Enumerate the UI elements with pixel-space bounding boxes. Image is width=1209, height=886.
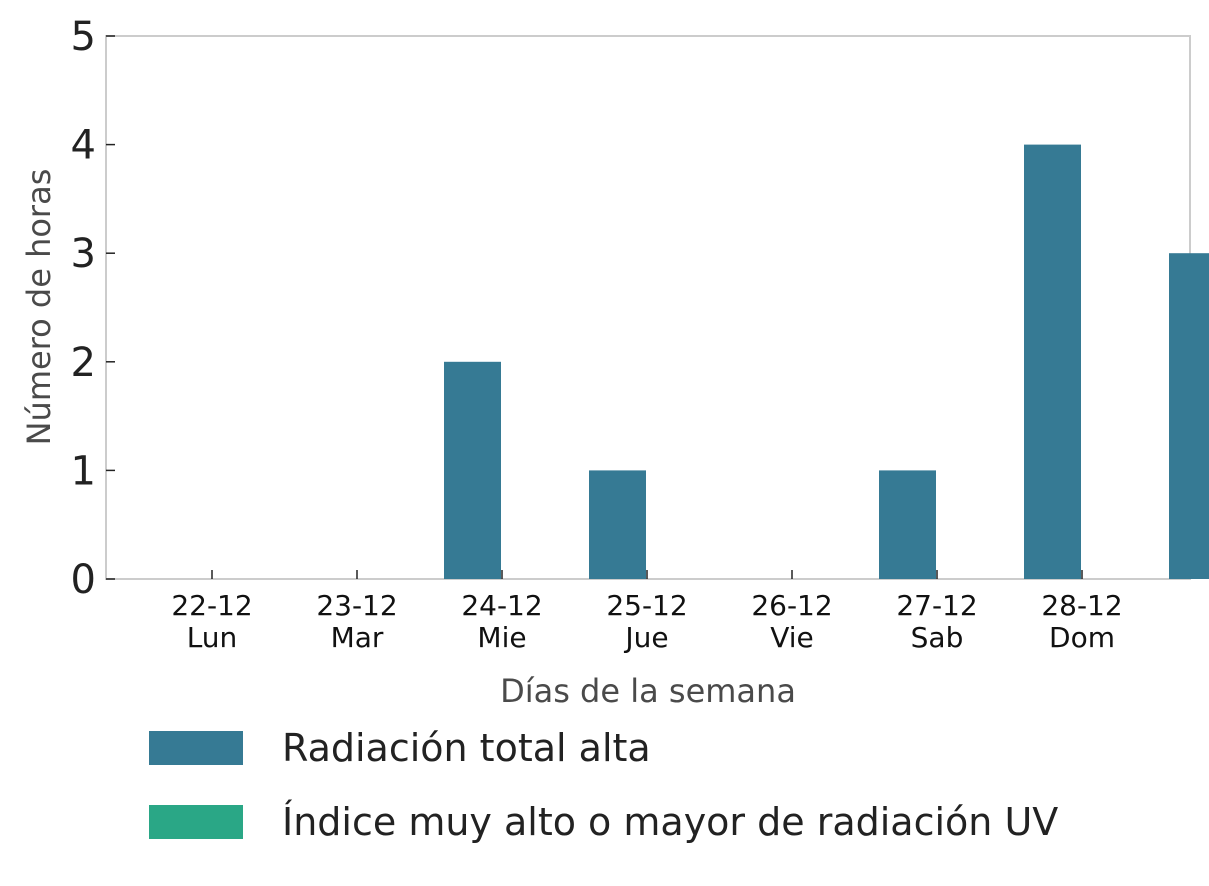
x-tick-label: 25-12 Jue [606, 589, 687, 654]
x-tick-label-day: Vie [770, 621, 814, 654]
x-tick-label-date: 22-12 [171, 589, 252, 622]
bar-series-0-6 [1169, 253, 1209, 579]
bar-series-0-4 [879, 470, 936, 579]
bar-series-0-5 [1024, 144, 1081, 579]
x-tick-label-day: Mar [331, 621, 384, 654]
x-tick-label-date: 27-12 [896, 589, 977, 622]
y-tick-label: 5 [71, 14, 96, 60]
x-tick-label-date: 28-12 [1041, 589, 1122, 622]
x-tick-label-day: Mie [477, 621, 526, 654]
y-tick-label: 3 [71, 231, 96, 277]
y-axis-title: Número de horas [20, 169, 58, 446]
x-tick-label-date: 24-12 [461, 589, 542, 622]
legend-swatch [149, 731, 243, 765]
bars [444, 144, 1209, 579]
x-tick-label-day: Lun [187, 621, 238, 654]
x-tick-label-date: 23-12 [316, 589, 397, 622]
x-tick-label: 27-12 Sab [896, 589, 977, 654]
x-axis-title: Días de la semana [500, 672, 796, 710]
x-tick-label-date: 25-12 [606, 589, 687, 622]
y-tick-label: 4 [71, 123, 96, 169]
x-tick-label: 23-12 Mar [316, 589, 397, 654]
x-tick-label: 22-12 Lun [171, 589, 252, 654]
legend-label: Índice muy alto o mayor de radiación UV [282, 800, 1058, 844]
x-axis: 22-12 Lun 23-12 Mar 24-12 Mie 25-12 Jue 26-12 Vie… [171, 570, 1123, 654]
y-tick-label: 0 [71, 557, 96, 603]
x-tick-label: 26-12 Vie [751, 589, 832, 654]
x-tick-label: 24-12 Mie [461, 589, 542, 654]
x-tick-label-date: 26-12 [751, 589, 832, 622]
x-tick-label-day: Dom [1049, 621, 1115, 654]
x-tick-label: 28-12 Dom [1041, 589, 1122, 654]
legend-swatch [149, 805, 243, 839]
y-tick-label: 1 [71, 448, 96, 494]
legend-label: Radiación total alta [282, 726, 651, 770]
x-tick-label-day: Sab [911, 621, 964, 654]
y-tick-label: 2 [71, 340, 96, 386]
bar-series-0-1 [444, 361, 501, 579]
bar-series-0-2 [589, 470, 646, 579]
legend: Radiación total alta Índice muy alto o ma… [149, 726, 1058, 844]
x-tick-label-day: Jue [623, 621, 668, 654]
y-axis: 0 1 2 3 4 5 [71, 14, 115, 603]
